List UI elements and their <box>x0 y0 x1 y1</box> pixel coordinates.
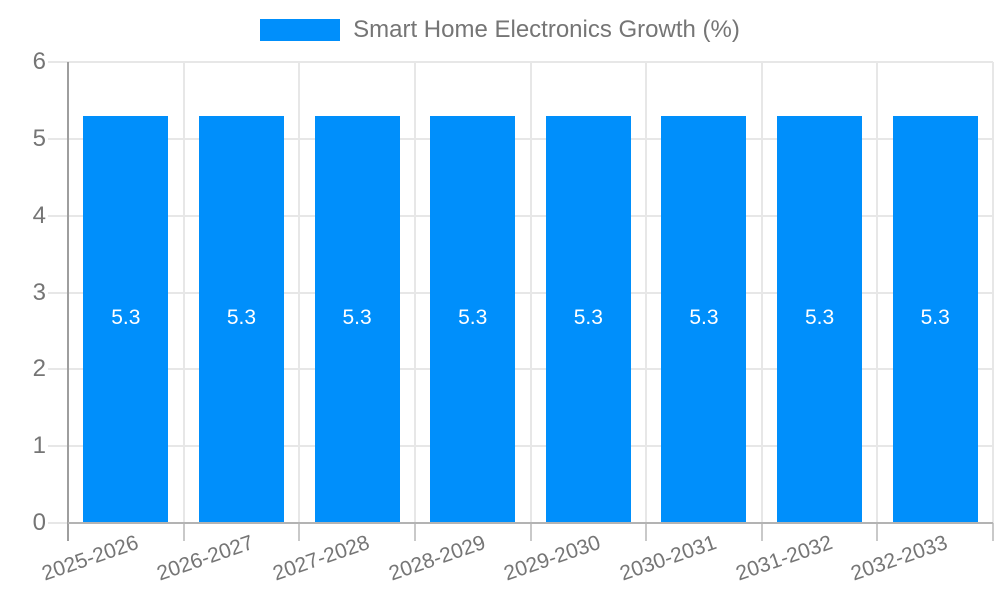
bar[interactable] <box>198 115 284 523</box>
y-axis-line <box>67 62 69 541</box>
x-axis-line <box>68 522 993 524</box>
bar-value-label: 5.3 <box>920 306 950 330</box>
y-axis-label: 6 <box>32 48 46 75</box>
gridline-v <box>529 62 532 523</box>
x-axis-tick <box>645 523 648 541</box>
x-axis-tick <box>876 523 879 541</box>
y-axis-tick <box>48 445 68 448</box>
y-axis-tick <box>48 61 68 63</box>
y-axis-tick <box>48 137 68 140</box>
bar[interactable] <box>661 115 747 523</box>
gridline-v <box>413 62 416 523</box>
legend-item[interactable]: Smart Home Electronics Growth (%) <box>260 16 740 44</box>
y-axis-label: 5 <box>32 124 46 152</box>
x-axis-tick <box>760 523 763 541</box>
bar[interactable] <box>892 115 978 523</box>
bar[interactable] <box>545 115 631 523</box>
gridline-v <box>992 62 994 523</box>
x-axis-tick <box>298 523 301 541</box>
bar-value-label: 5.3 <box>573 306 603 330</box>
bar[interactable] <box>430 115 516 523</box>
y-axis-tick <box>48 214 68 217</box>
gridline-v <box>760 62 763 523</box>
x-axis-tick <box>413 523 416 541</box>
bar-value-label: 5.3 <box>689 306 719 330</box>
bar-value-label: 5.3 <box>342 306 372 330</box>
bar[interactable] <box>314 115 400 523</box>
x-axis-tick <box>529 523 532 541</box>
legend-label: Smart Home Electronics Growth (%) <box>353 16 740 43</box>
y-axis-label: 0 <box>32 509 46 536</box>
y-axis-tick <box>48 291 68 294</box>
y-axis-tick <box>48 368 68 371</box>
legend-swatch <box>260 19 341 41</box>
gridline-v <box>298 62 301 523</box>
y-axis-label: 3 <box>32 278 46 306</box>
y-axis-label: 4 <box>32 201 46 229</box>
legend: Smart Home Electronics Growth (%) <box>0 16 1000 44</box>
bar-value-label: 5.3 <box>804 306 835 330</box>
y-axis-label: 2 <box>32 355 46 383</box>
gridline-v <box>645 62 648 523</box>
bar-value-label: 5.3 <box>226 306 257 330</box>
bar[interactable] <box>83 115 169 523</box>
gridline-v <box>876 62 879 523</box>
x-axis-tick <box>992 523 994 541</box>
bar-value-label: 5.3 <box>111 306 141 330</box>
gridline-v <box>182 62 185 523</box>
bar-value-label: 5.3 <box>458 306 488 330</box>
bar[interactable] <box>777 115 863 523</box>
x-axis-tick <box>182 523 185 541</box>
y-axis-tick <box>48 522 68 524</box>
y-axis-label: 1 <box>32 432 46 460</box>
